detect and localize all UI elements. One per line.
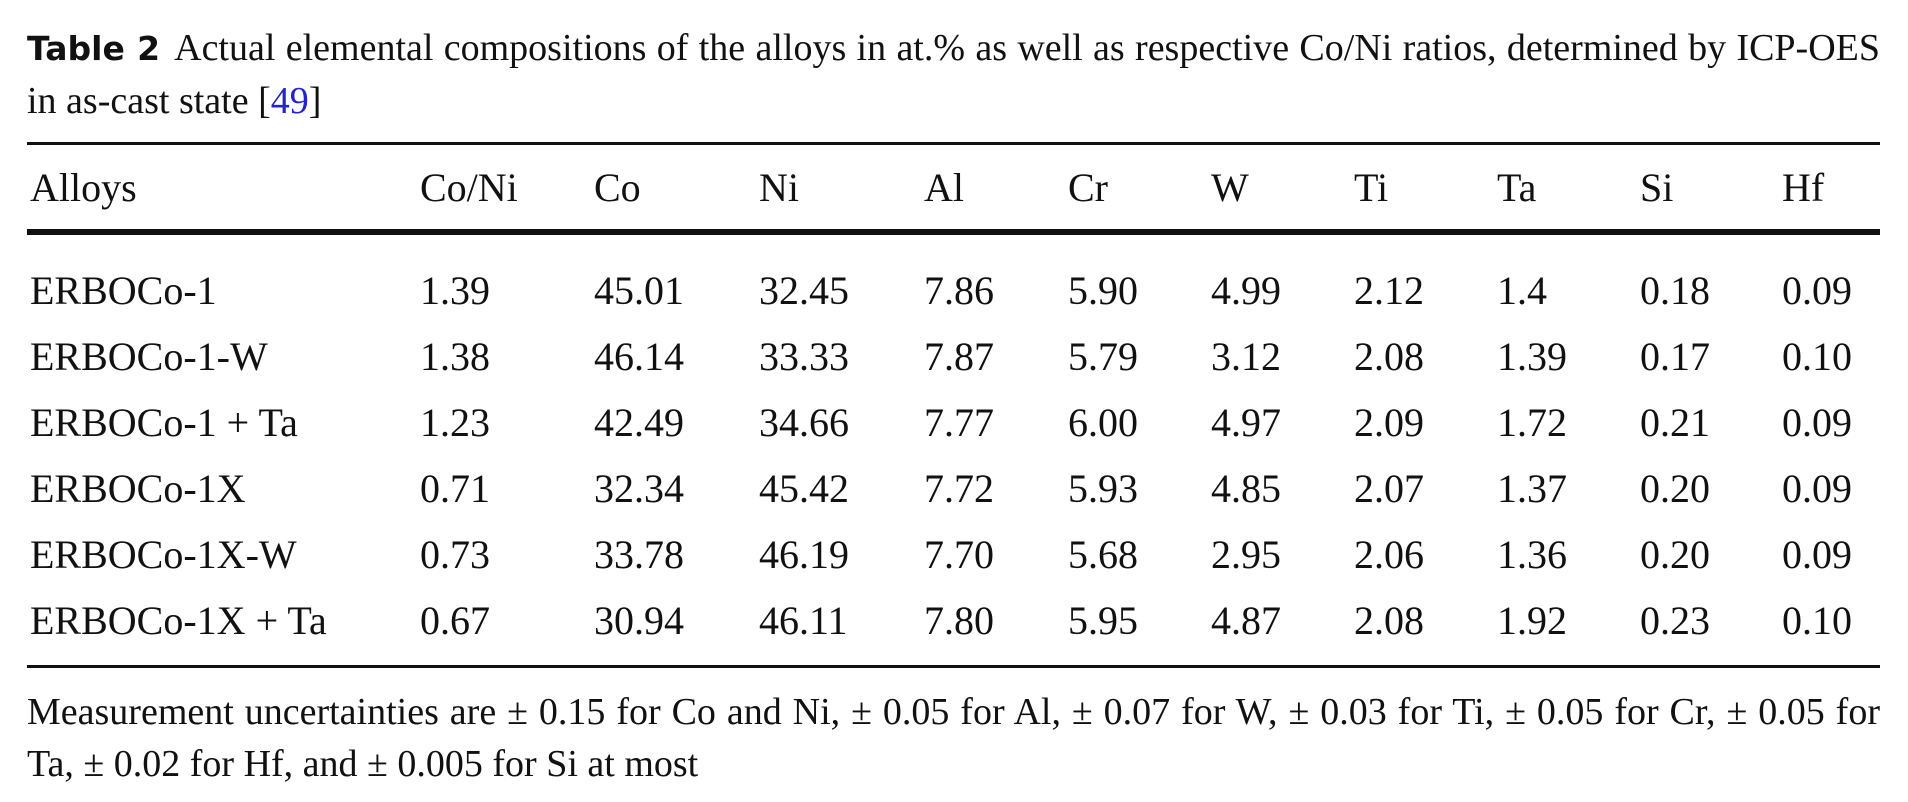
value-cell: 5.79 [1068,333,1138,379]
value-cell: 5.90 [1068,267,1138,313]
alloy-name: ERBOCo-1 + Ta [30,399,298,445]
header-cell: Cr [1068,164,1108,210]
value-cell: 1.36 [1497,531,1567,577]
header-cell: Ti [1354,164,1389,210]
value-cell: 0.23 [1640,597,1710,643]
value-cell: 3.12 [1211,333,1281,379]
value-cell: 0.20 [1640,465,1710,511]
value-cell: 5.68 [1068,531,1138,577]
value-cell: 5.95 [1068,597,1138,643]
value-cell: 0.09 [1782,531,1852,577]
value-cell: 0.20 [1640,531,1710,577]
value-cell: 7.70 [924,531,994,577]
value-cell: 2.07 [1354,465,1424,511]
value-cell: 0.21 [1640,399,1710,445]
value-cell: 1.4 [1497,267,1547,313]
alloy-name: ERBOCo-1X + Ta [30,597,327,643]
table-body: ERBOCo-1 1.39 45.01 32.45 7.86 5.90 4.99 2.12 1.… [27,232,1880,667]
value-cell: 46.11 [759,597,848,643]
value-cell: 0.10 [1782,597,1852,643]
table-row: ERBOCo-1X 0.71 32.34 45.42 7.72 5.93 4.85 2.07 1… [27,455,1880,521]
value-cell: 1.23 [420,399,490,445]
value-cell: 0.73 [420,531,490,577]
value-cell: 2.06 [1354,531,1424,577]
header-row: Alloys Co/Ni Co Ni Al Cr W Ti Ta Si Hf [27,143,1880,232]
caption-text: Actual elemental compositions of the all… [27,27,1880,122]
value-cell: 4.97 [1211,399,1281,445]
value-cell: 30.94 [594,597,684,643]
value-cell: 33.78 [594,531,684,577]
value-cell: 7.72 [924,465,994,511]
value-cell: 0.71 [420,465,490,511]
value-cell: 5.93 [1068,465,1138,511]
value-cell: 4.99 [1211,267,1281,313]
value-cell: 7.86 [924,267,994,313]
alloy-name: ERBOCo-1 [30,267,217,313]
value-cell: 0.09 [1782,267,1852,313]
value-cell: 0.17 [1640,333,1710,379]
value-cell: 1.37 [1497,465,1567,511]
value-cell: 1.39 [1497,333,1567,379]
value-cell: 0.09 [1782,465,1852,511]
header-cell: Ni [759,164,799,210]
value-cell: 2.09 [1354,399,1424,445]
value-cell: 45.01 [594,267,684,313]
value-cell: 2.08 [1354,333,1424,379]
header-cell: W [1211,164,1249,210]
footnote: Measurement uncertainties are ± 0.15 for… [27,691,1880,785]
header-cell: Co/Ni [420,164,518,210]
value-cell: 45.42 [759,465,849,511]
header-cell: Alloys [30,164,137,210]
value-cell: 7.87 [924,333,994,379]
value-cell: 1.39 [420,267,490,313]
value-cell: 33.33 [759,333,849,379]
table-figure: Table 2 Actual elemental compositions of … [27,22,1880,785]
value-cell: 7.77 [924,399,994,445]
value-cell: 1.92 [1497,597,1567,643]
value-cell: 0.18 [1640,267,1710,313]
value-cell: 0.67 [420,597,490,643]
value-cell: 32.45 [759,267,849,313]
caption-ref[interactable]: 49 [270,80,309,122]
value-cell: 34.66 [759,399,849,445]
alloy-name: ERBOCo-1-W [30,333,268,379]
header-cell: Si [1640,164,1674,210]
header-cell: Al [924,164,964,210]
alloy-name: ERBOCo-1X [30,465,246,511]
table-row: ERBOCo-1X + Ta 0.67 30.94 46.11 7.80 5.95 4.87… [27,587,1880,667]
alloy-name: ERBOCo-1X-W [30,531,297,577]
caption-label: Table 2 [27,29,161,68]
value-cell: 1.72 [1497,399,1567,445]
table-row: ERBOCo-1-W 1.38 46.14 33.33 7.87 5.79 3.12 2.08… [27,323,1880,389]
value-cell: 46.19 [759,531,849,577]
table-row: ERBOCo-1 + Ta 1.23 42.49 34.66 7.77 6.00 4.97 2… [27,389,1880,455]
value-cell: 2.95 [1211,531,1281,577]
caption: Table 2 Actual elemental compositions of … [27,22,1880,126]
value-cell: 6.00 [1068,399,1138,445]
data-table: Alloys Co/Ni Co Ni Al Cr W Ti Ta Si Hf ERBOCo-1 1.3… [27,142,1880,668]
value-cell: 0.09 [1782,399,1852,445]
value-cell: 46.14 [594,333,684,379]
value-cell: 7.80 [924,597,994,643]
value-cell: 2.12 [1354,267,1424,313]
value-cell: 42.49 [594,399,684,445]
header-cell: Hf [1782,164,1825,210]
value-cell: 4.87 [1211,597,1281,643]
value-cell: 0.10 [1782,333,1852,379]
value-cell: 1.38 [420,333,490,379]
value-cell: 4.85 [1211,465,1281,511]
value-cell: 32.34 [594,465,684,511]
caption-suffix: ] [308,80,322,122]
header-cell: Co [594,164,641,210]
value-cell: 2.08 [1354,597,1424,643]
header-cell: Ta [1497,164,1537,210]
table-row: ERBOCo-1 1.39 45.01 32.45 7.86 5.90 4.99 2.12 1.… [27,232,1880,323]
table-row: ERBOCo-1X-W 0.73 33.78 46.19 7.70 5.68 2.95 2.0… [27,521,1880,587]
table-head: Alloys Co/Ni Co Ni Al Cr W Ti Ta Si Hf [27,143,1880,232]
